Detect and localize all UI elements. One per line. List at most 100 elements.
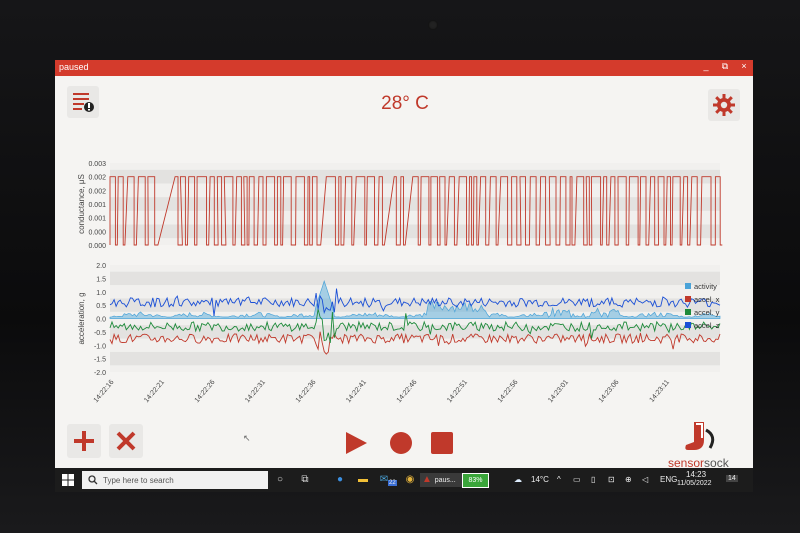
temperature-readout: 28° C [381,93,429,114]
weather-cloud-icon[interactable]: ☁ [514,475,522,484]
play-icon [346,432,367,454]
legend-label: accel. y [694,308,720,317]
app-window: paused _ ⧉ × 28° C [55,60,753,492]
y-tick-label: 0.000 [88,243,106,250]
usb-icon[interactable]: ⊡ [608,475,615,484]
grid-band [110,351,720,366]
search-placeholder: Type here to search [103,476,174,485]
task-view-icon[interactable]: ⧉ [301,474,309,485]
battery-indicator: 83% [462,473,489,488]
play-button[interactable] [343,430,369,456]
plus-icon [74,431,94,451]
clock-time[interactable]: 14:23 [686,470,707,479]
globe-icon[interactable]: ⊕ [625,475,632,484]
sensorsock-taskbar-app[interactable]: ▲ paus... [420,473,462,487]
notification-badge[interactable]: 14 [726,475,738,482]
x-tick-label: 14:22:56 [497,379,520,404]
legend-swatch [685,296,691,302]
record-icon [390,432,412,454]
gear-icon [713,94,735,116]
stop-button[interactable] [429,430,455,456]
search-icon [88,475,98,485]
charts-area: 0.0030.0020.0020.0010.0010.0000.000condu… [77,161,723,404]
add-button[interactable] [67,424,101,458]
file-explorer-icon[interactable]: ▬ [358,474,368,485]
y-tick-label: 1.0 [96,290,106,297]
mail-badge: 22 [388,480,397,486]
close-button[interactable]: × [741,61,747,71]
x-tick-label: 14:22:51 [446,379,469,404]
volume-icon[interactable]: ◁ [642,475,649,484]
stop-icon [431,432,453,454]
clock-date[interactable]: 11/05/2022 [677,480,712,487]
grid-band [110,325,720,339]
y-axis-label: conductance, μS [77,174,86,234]
log-alert-button[interactable] [67,86,99,118]
x-tick-label: 14:22:31 [244,379,267,404]
series-line-accel--y [109,309,721,343]
legend-swatch [685,322,691,328]
x-tick-label: 14:23:11 [648,379,671,404]
x-tick-label: 14:23:06 [598,379,621,404]
y-tick-label: -2.0 [94,370,106,377]
y-tick-label: 1.5 [96,276,106,283]
window-title: paused [59,62,89,72]
y-tick-label: 0.000 [88,229,106,236]
legend-swatch [685,309,691,315]
x-tick-label: 14:22:16 [93,379,116,404]
conductance-series-line [109,176,723,246]
activity-series-area [109,279,721,319]
record-button[interactable] [388,430,414,456]
x-tick-label: 14:22:41 [345,379,368,404]
x-tick-label: 14:23:01 [547,379,570,404]
y-axis-label: acceleration, g [77,292,86,344]
webcam [428,20,438,30]
x-tick-label: 14:22:36 [295,379,318,404]
x-tick-label: 14:22:26 [194,379,217,404]
y-tick-label: 0.5 [96,303,106,310]
legend-swatch [685,283,691,289]
taskbar-app-label: paus... [434,477,456,484]
x-tick-label: 14:22:21 [143,379,166,404]
x-tick-label: 14:22:46 [396,379,419,404]
y-tick-label: 0.003 [88,161,106,168]
edge-icon[interactable]: ● [336,474,344,485]
y-tick-label: 0.001 [88,216,106,223]
chevron-up-icon[interactable]: ^ [557,475,561,484]
task-view-circle-icon[interactable]: ○ [276,474,284,485]
chrome-icon[interactable]: ◉ [405,474,415,485]
minimize-button[interactable]: _ [703,61,709,71]
series-line-accel--x [109,331,721,355]
grid-band [110,271,720,286]
language-indicator[interactable]: ENG [660,475,678,484]
sock-logo-icon [685,422,715,450]
legend-label: accel. z [694,321,720,330]
series-line-accel--z [109,288,721,316]
delete-button[interactable] [109,424,143,458]
taskbar-search[interactable]: Type here to search [82,471,268,489]
acceleration-chart: 2.0 1.5 1.0 0.5 0.0 -0.5 -1.0 -1.5 -2.0 accelerat… [77,263,721,404]
mail-icon[interactable]: ✉ [379,474,389,485]
settings-button[interactable] [708,89,740,121]
legend-label: activity [694,282,717,291]
close-icon [116,431,136,451]
y-tick-label: 0.002 [88,188,106,195]
y-tick-label: -0.5 [94,330,106,337]
y-tick-label: 0.0 [96,317,106,324]
y-tick-label: 0.002 [88,175,106,182]
conductance-chart: 0.0030.0020.0020.0010.0010.0000.000condu… [77,161,723,250]
network-icon[interactable]: ▭ [573,475,581,484]
battery-icon[interactable]: ▯ [591,475,596,484]
taskbar: Type here to search ○ ⧉ ● ▬ ✉ 22 ◉ ▲ pau… [55,468,753,492]
brand-logo: sensorsock [668,456,729,470]
title-bar: paused _ ⧉ × [55,60,753,76]
weather-temp[interactable]: 14°C [531,475,549,484]
y-tick-label: 0.001 [88,202,106,209]
grid-band [110,224,720,239]
windows-start-icon[interactable] [62,474,74,486]
y-tick-label: -1.5 [94,357,106,364]
legend-label: accel. x [694,295,720,304]
y-tick-label: 2.0 [96,263,106,270]
restore-button[interactable]: ⧉ [721,61,729,71]
list-alert-icon [73,93,94,112]
